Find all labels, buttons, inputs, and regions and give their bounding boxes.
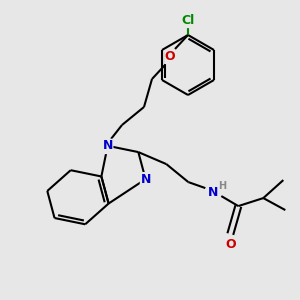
Text: O: O bbox=[225, 238, 236, 250]
Text: N: N bbox=[208, 186, 218, 199]
Text: N: N bbox=[140, 172, 151, 186]
Text: Cl: Cl bbox=[182, 14, 195, 28]
Text: N: N bbox=[103, 139, 113, 152]
Text: O: O bbox=[165, 50, 175, 64]
Text: H: H bbox=[218, 181, 226, 191]
Text: N: N bbox=[101, 140, 111, 154]
